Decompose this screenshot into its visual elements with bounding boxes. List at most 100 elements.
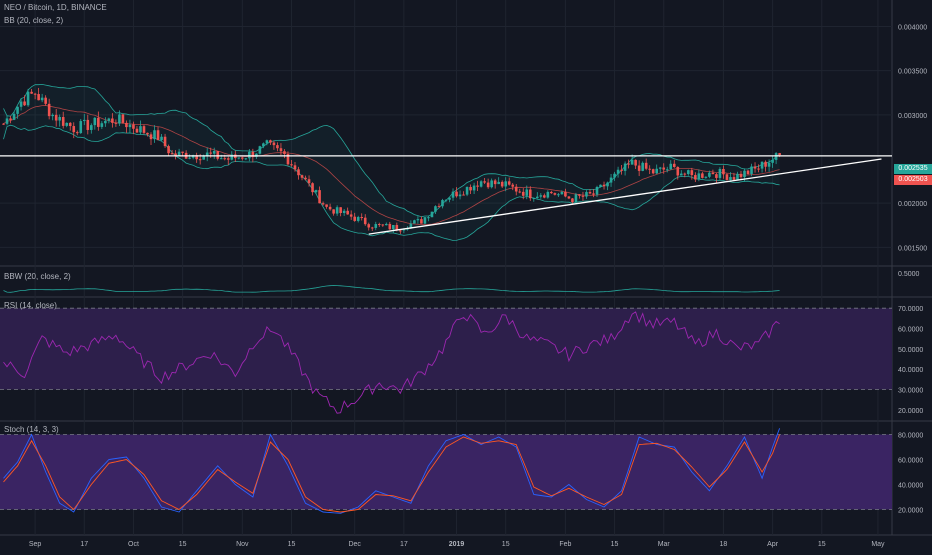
symbol-title[interactable]: NEO / Bitcoin, 1D, BINANCE xyxy=(4,3,107,12)
candle-body-116 xyxy=(409,223,413,229)
candle-body-215 xyxy=(757,168,760,170)
candle-body-70 xyxy=(248,151,251,159)
candle-body-71 xyxy=(251,151,255,157)
candle-body-191 xyxy=(672,163,676,167)
candle-body-18 xyxy=(65,122,69,126)
rsi-y-tick-label-3: 40.0000 xyxy=(898,367,923,374)
candle-body-46 xyxy=(163,136,167,147)
rsi-indicator-label[interactable]: RSI (14, close) xyxy=(4,301,57,310)
candle-body-207 xyxy=(729,177,732,180)
candle-body-34 xyxy=(121,114,125,123)
stoch-indicator-label[interactable]: Stoch (14, 3, 3) xyxy=(4,425,59,434)
candle-body-124 xyxy=(437,206,441,208)
candle-body-20 xyxy=(72,126,76,133)
candle-body-48 xyxy=(170,153,174,155)
candle-body-114 xyxy=(402,229,406,231)
candle-body-123 xyxy=(434,206,437,212)
rsi-y-tick-label-1: 60.0000 xyxy=(898,327,923,334)
candle-body-143 xyxy=(504,181,508,187)
candle-body-80 xyxy=(283,151,286,154)
candle-body-193 xyxy=(679,173,683,176)
candle-body-10 xyxy=(37,94,40,101)
candle-body-157 xyxy=(553,193,557,195)
candle-body-101 xyxy=(356,217,360,221)
candle-body-170 xyxy=(599,184,602,187)
candle-body-87 xyxy=(307,179,311,184)
candle-body-53 xyxy=(188,157,191,159)
x-tick-label-10: Feb xyxy=(559,541,571,548)
candle-body-153 xyxy=(539,195,543,197)
candle-body-198 xyxy=(697,173,701,180)
candle-body-204 xyxy=(718,168,722,178)
candle-body-117 xyxy=(413,220,416,224)
candle-body-83 xyxy=(293,165,297,170)
candle-body-149 xyxy=(525,189,529,196)
candle-body-22 xyxy=(79,121,83,134)
bb-fill xyxy=(3,84,780,241)
candle-body-196 xyxy=(690,170,694,176)
candle-body-4 xyxy=(16,106,19,114)
candle-body-106 xyxy=(374,224,378,228)
candle-body-134 xyxy=(472,185,476,191)
candle-body-55 xyxy=(195,155,198,160)
x-tick-label-4: Nov xyxy=(236,541,249,548)
candle-body-79 xyxy=(279,148,283,152)
main-y-tick-label-4: 0.001500 xyxy=(898,245,927,252)
candle-body-197 xyxy=(694,175,697,180)
x-tick-label-6: Dec xyxy=(348,541,361,548)
candle-body-97 xyxy=(342,210,346,213)
bb-indicator-label[interactable]: BB (20, close, 2) xyxy=(4,16,64,25)
candle-body-105 xyxy=(370,227,374,229)
candle-body-183 xyxy=(644,162,648,169)
x-tick-label-7: 17 xyxy=(400,541,408,548)
candle-body-44 xyxy=(156,130,160,141)
candle-body-67 xyxy=(237,157,241,159)
candle-body-13 xyxy=(47,103,51,117)
candle-body-122 xyxy=(430,211,434,218)
candle-body-148 xyxy=(521,191,525,196)
candle-body-218 xyxy=(767,162,771,167)
x-tick-label-8: 2019 xyxy=(449,541,465,548)
candle-body-205 xyxy=(722,168,725,175)
candle-body-139 xyxy=(490,180,493,188)
candle-body-173 xyxy=(609,177,613,183)
candle-body-64 xyxy=(226,158,230,160)
x-tick-label-11: 15 xyxy=(611,541,619,548)
candle-body-175 xyxy=(616,169,620,174)
candle-body-208 xyxy=(732,177,736,180)
candle-body-131 xyxy=(462,194,465,196)
candle-body-102 xyxy=(360,217,364,219)
candle-body-61 xyxy=(216,150,220,159)
candle-body-176 xyxy=(620,169,623,171)
candle-body-194 xyxy=(683,173,687,175)
x-tick-label-0: Sep xyxy=(29,541,42,548)
candle-body-90 xyxy=(318,190,321,204)
candle-body-30 xyxy=(107,118,111,121)
bbw-indicator-label[interactable]: BBW (20, close, 2) xyxy=(4,272,71,281)
candle-body-32 xyxy=(114,122,118,124)
candle-body-84 xyxy=(297,169,300,176)
candle-body-138 xyxy=(486,182,490,188)
candle-body-152 xyxy=(536,196,539,199)
candle-body-29 xyxy=(104,120,107,124)
stoch-y-tick-label-0: 80.0000 xyxy=(898,433,923,440)
candle-body-154 xyxy=(543,195,546,198)
price-tag-current: 0.002535 xyxy=(894,164,932,174)
candle-body-182 xyxy=(641,162,644,171)
candle-body-109 xyxy=(384,223,388,226)
candle-body-56 xyxy=(198,159,202,161)
candle-body-100 xyxy=(353,216,356,221)
candle-body-210 xyxy=(739,173,743,178)
candle-body-174 xyxy=(613,173,616,178)
candle-body-195 xyxy=(687,170,690,175)
main-y-tick-label-2: 0.003000 xyxy=(898,113,927,120)
ascending-trendline xyxy=(368,158,882,235)
bbw-y-tick-label-0: 0.5000 xyxy=(898,271,920,278)
candle-body-40 xyxy=(142,126,146,133)
candle-body-113 xyxy=(399,230,402,232)
candle-body-185 xyxy=(651,169,655,174)
candle-body-73 xyxy=(258,146,262,154)
bb-basis xyxy=(3,105,780,226)
